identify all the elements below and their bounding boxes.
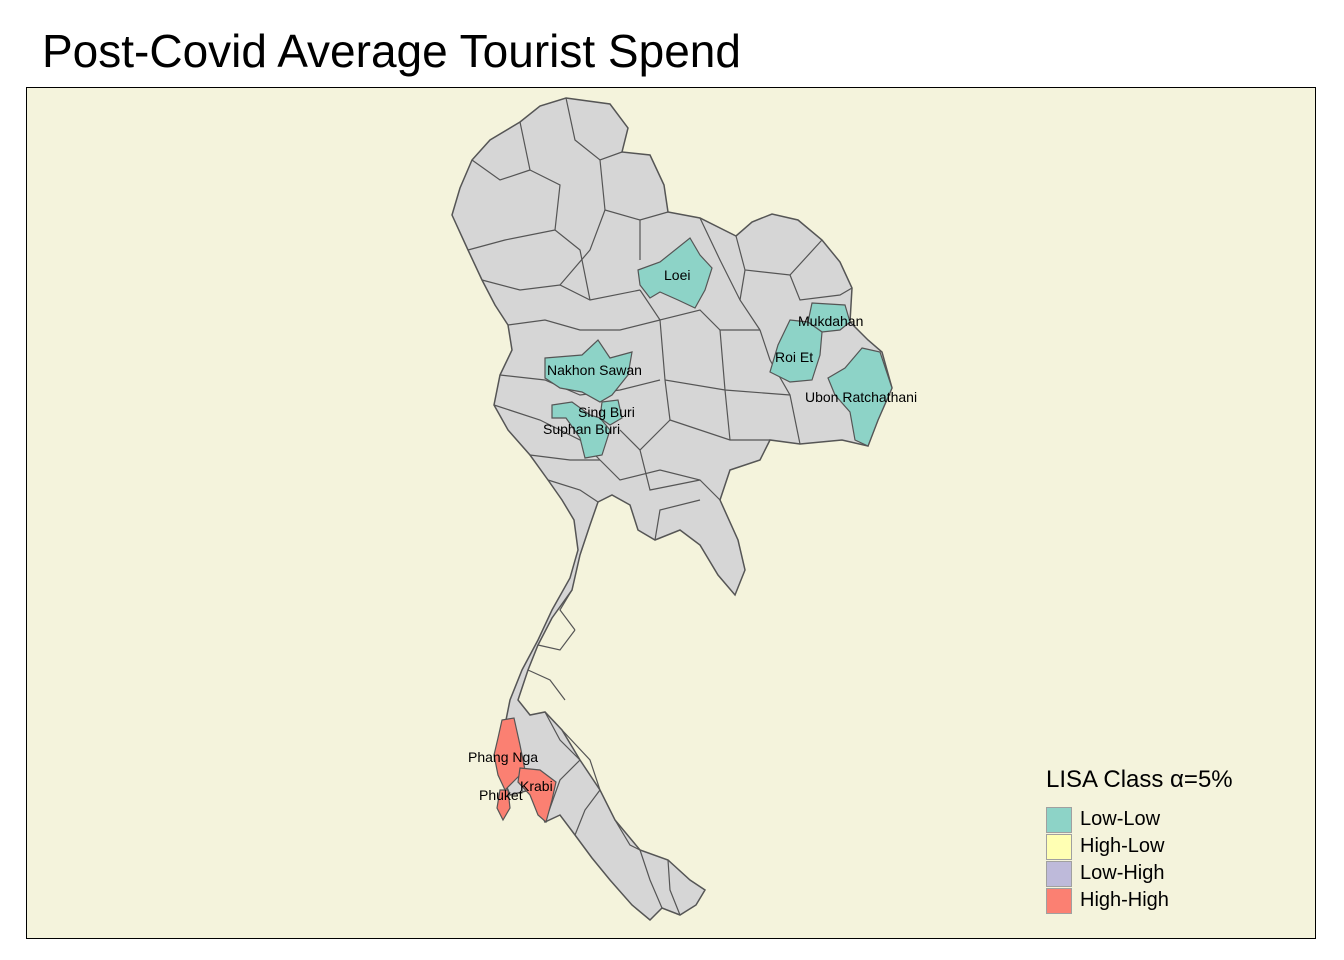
label-loei: Loei — [664, 267, 690, 283]
legend-swatch — [1046, 806, 1072, 833]
province-borders — [467, 97, 853, 916]
label-ubon-ratchathani: Ubon Ratchathani — [805, 389, 917, 405]
legend-label: High-High — [1080, 889, 1169, 911]
label-mukdahan: Mukdahan — [798, 313, 863, 329]
province-roi-et — [769, 319, 823, 383]
legend-swatch — [1046, 860, 1072, 887]
label-roi-et: Roi Et — [775, 349, 813, 365]
province-loei — [637, 237, 713, 309]
legend-label: Low-Low — [1080, 808, 1161, 830]
map-title: Post-Covid Average Tourist Spend — [42, 25, 741, 77]
province-suphan-buri — [551, 401, 611, 459]
label-nakhon-sawan: Nakhon Sawan — [547, 362, 642, 378]
legend-item-high-high: High-High — [1046, 887, 1233, 914]
label-sing-buri: Sing Buri — [578, 404, 635, 420]
legend-item-low-low: Low-Low — [1046, 806, 1233, 833]
label-phuket: Phuket — [479, 787, 523, 803]
label-suphan-buri: Suphan Buri — [543, 421, 620, 437]
legend-swatch — [1046, 887, 1072, 914]
province-ubon-ratchathani — [827, 347, 893, 447]
province-sing-buri — [599, 399, 623, 426]
map-frame — [26, 87, 1316, 939]
province-phang-nga — [493, 717, 526, 792]
province-krabi — [517, 767, 557, 824]
legend-label: Low-High — [1080, 862, 1165, 884]
legend-item-low-high: Low-High — [1046, 860, 1233, 887]
label-krabi: Krabi — [520, 778, 553, 794]
label-phang-nga: Phang Nga — [468, 749, 538, 765]
legend-title: LISA Class α=5% — [1046, 766, 1233, 793]
legend-swatch — [1046, 833, 1072, 860]
province-phuket — [496, 789, 511, 822]
province-nakhon-sawan — [544, 339, 633, 403]
legend-item-high-low: High-Low — [1046, 833, 1233, 860]
legend: LISA Class α=5% Low-Low High-Low Low-Hig… — [1046, 766, 1233, 914]
legend-label: High-Low — [1080, 835, 1165, 857]
